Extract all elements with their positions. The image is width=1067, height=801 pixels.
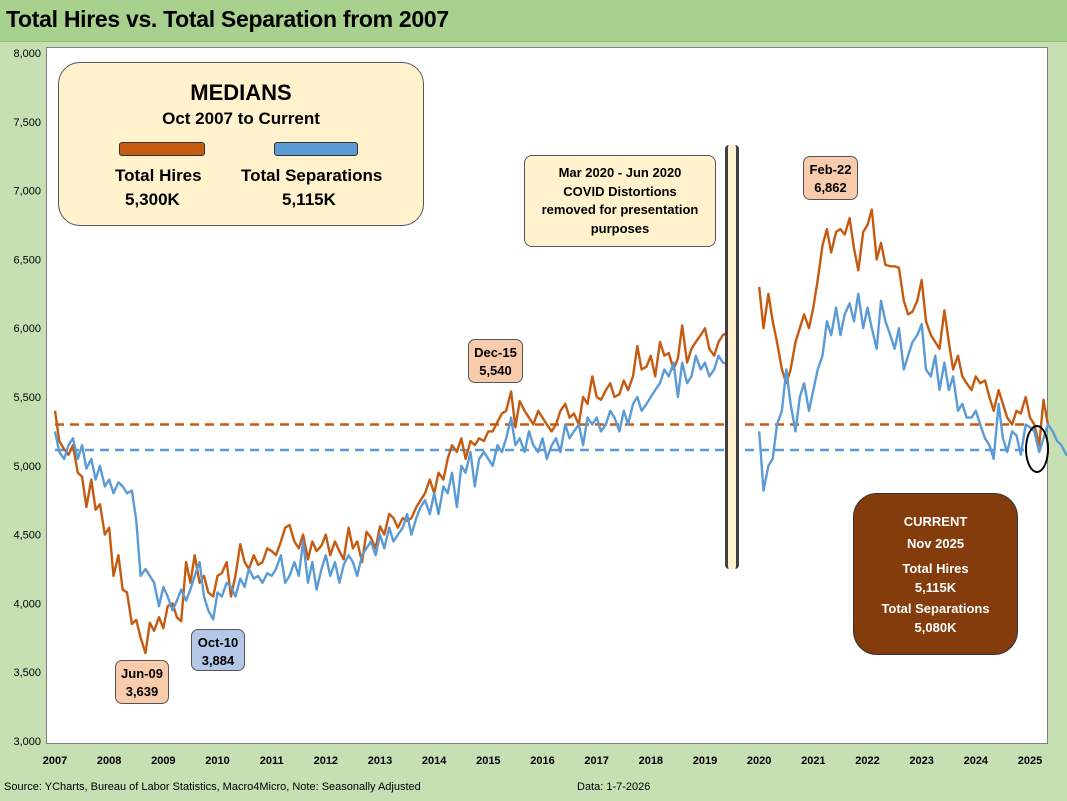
y-tick-label: 3,500	[13, 667, 41, 679]
callout-feb22-value: 6,862	[814, 180, 847, 195]
x-tick-label: 2019	[693, 755, 717, 767]
medians-title: MEDIANS	[190, 80, 292, 105]
callout-dec15-label: Dec-15	[474, 345, 517, 360]
latest-value-circle	[1025, 425, 1049, 473]
x-tick-label: 2025	[1018, 755, 1042, 767]
x-tick-label: 2008	[97, 755, 121, 767]
covid-note-line-4: purposes	[590, 220, 650, 236]
x-tick-label: 2007	[43, 755, 67, 767]
legend-swatch-hires	[119, 142, 205, 156]
y-tick-label: 8,000	[13, 48, 41, 60]
x-tick-label: 2020	[747, 755, 771, 767]
covid-note-line-2: COVID Distortions	[563, 183, 677, 199]
current-separations-label: Total Separations	[881, 601, 990, 616]
callout-dec15: Dec-15 5,540	[468, 339, 523, 383]
current-heading: CURRENT	[903, 514, 968, 529]
current-period: Nov 2025	[906, 536, 965, 551]
covid-note-line-3: removed for presentation	[541, 202, 699, 217]
y-tick-label: 4,000	[13, 598, 41, 610]
series-line-hires	[758, 208, 1050, 447]
callout-jun09-label: Jun-09	[121, 666, 163, 681]
legend-value-separations: 5,115K	[282, 190, 336, 209]
x-tick-label: 2011	[260, 755, 284, 767]
footer-source: Source: YCharts, Bureau of Labor Statist…	[4, 781, 421, 793]
x-tick-label: 2010	[205, 755, 229, 767]
x-tick-label: 2023	[909, 755, 933, 767]
medians-legend-box: MEDIANS Oct 2007 to Current Total Hires …	[58, 62, 424, 226]
callout-feb22-label: Feb-22	[809, 162, 852, 177]
y-tick-label: 7,000	[13, 186, 41, 198]
series-lines	[53, 208, 1067, 655]
covid-gap-marker	[725, 145, 739, 569]
x-tick-label: 2009	[151, 755, 175, 767]
x-tick-label: 2018	[639, 755, 663, 767]
x-tick-label: 2021	[801, 755, 825, 767]
x-tick-label: 2012	[314, 755, 338, 767]
x-tick-label: 2024	[964, 755, 989, 767]
x-tick-label: 2014	[422, 755, 447, 767]
legend-label-separations: Total Separations	[241, 166, 383, 185]
callout-oct10-label: Oct-10	[197, 635, 239, 650]
y-tick-label: 6,000	[13, 323, 41, 335]
covid-note-line-1: Mar 2020 - Jun 2020	[558, 165, 682, 180]
chart-title: Total Hires vs. Total Separation from 20…	[6, 6, 449, 32]
y-tick-label: 6,500	[13, 254, 41, 266]
y-tick-label: 3,000	[13, 736, 41, 748]
series-line-separations	[758, 292, 1067, 492]
legend-value-hires: 5,300K	[125, 190, 180, 209]
y-axis: 3,000 3,500 4,000 4,500 5,000 5,500 6,000 6,500…	[13, 48, 41, 748]
footer-date: Data: 1-7-2026	[577, 781, 651, 793]
callout-oct10-value: 3,884	[201, 653, 235, 668]
x-tick-label: 2013	[368, 755, 392, 767]
current-hires-value: 5,115K	[914, 580, 957, 595]
callout-jun09-value: 3,639	[125, 684, 159, 699]
title-bar: Total Hires vs. Total Separation from 20…	[0, 0, 1067, 42]
current-values-box: CURRENT Nov 2025 Total Hires 5,115K Tota…	[853, 493, 1018, 655]
current-hires-label: Total Hires	[902, 561, 969, 576]
y-tick-label: 4,500	[13, 530, 41, 542]
covid-note-box: Mar 2020 - Jun 2020 COVID Distortions re…	[524, 155, 716, 247]
legend-swatch-separations	[274, 142, 358, 156]
x-axis: 2007 2008 2009 2010 2011 2012 2013 2014 2015 2016…	[43, 755, 1042, 767]
current-separations-value: 5,080K	[914, 620, 957, 635]
x-tick-label: 2017	[584, 755, 608, 767]
series-line-hires	[53, 324, 733, 655]
x-tick-label: 2016	[530, 755, 554, 767]
y-tick-label: 5,000	[13, 461, 41, 473]
y-tick-label: 5,500	[13, 392, 41, 404]
median-reference-lines	[55, 423, 1030, 452]
callout-feb22: Feb-22 6,862	[803, 156, 858, 200]
callout-dec15-value: 5,540	[479, 363, 512, 378]
series-line-separations	[53, 354, 733, 621]
legend-label-hires: Total Hires	[115, 166, 202, 185]
medians-subtitle: Oct 2007 to Current	[162, 109, 320, 128]
callout-jun09: Jun-09 3,639	[115, 660, 169, 704]
y-tick-label: 7,500	[13, 117, 41, 129]
x-tick-label: 2015	[476, 755, 500, 767]
callout-oct10: Oct-10 3,884	[191, 629, 245, 671]
x-tick-label: 2022	[855, 755, 879, 767]
